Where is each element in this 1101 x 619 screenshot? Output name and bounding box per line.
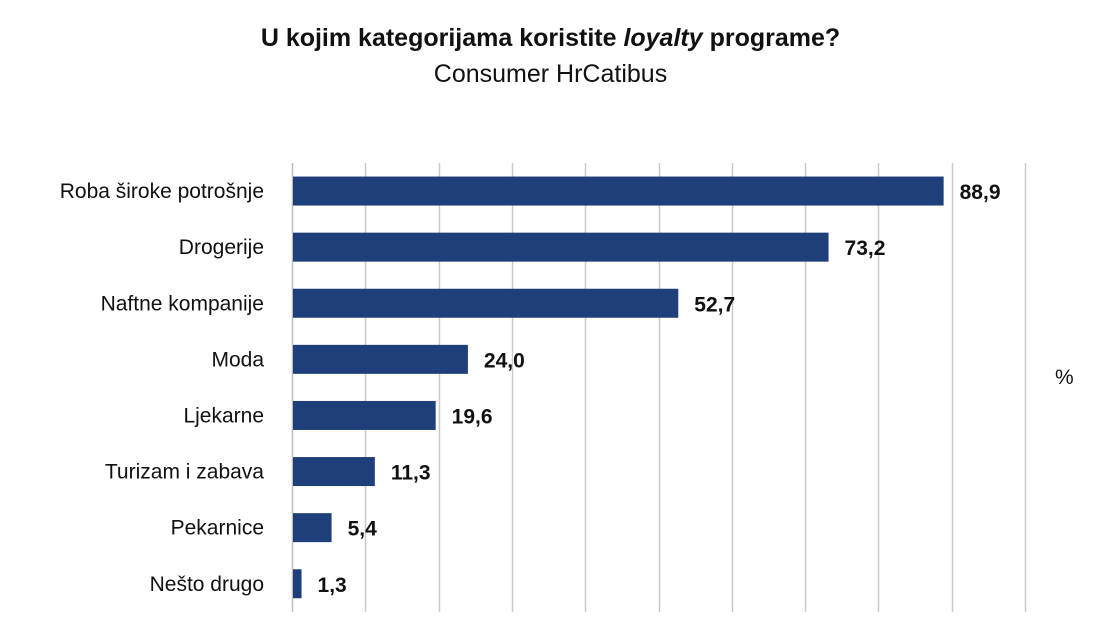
bar	[293, 400, 436, 430]
data-label: 24,0	[484, 349, 525, 372]
bar-layer	[293, 176, 944, 599]
chart-title-text: U kojim kategorijama koristite	[260, 24, 624, 52]
bar	[293, 176, 944, 206]
category-label: Drogerije	[179, 236, 264, 259]
bar	[293, 457, 375, 487]
data-label: 19,6	[452, 405, 493, 428]
category-label: Nešto drugo	[150, 573, 264, 596]
chart-title-italic: loyalty	[623, 24, 703, 52]
data-label: 73,2	[845, 237, 886, 260]
data-label: 1,3	[318, 574, 347, 597]
unit-label: %	[1055, 366, 1074, 389]
bar	[293, 344, 468, 374]
category-label: Turizam i zabava	[105, 461, 264, 484]
category-label: Roba široke potrošnje	[60, 180, 264, 203]
bar	[293, 513, 332, 543]
chart-title: U kojim kategorijama koristite loyalty p…	[0, 22, 1101, 54]
grid-layer	[291, 163, 1027, 612]
category-label: Ljekarne	[183, 404, 264, 427]
bar	[293, 232, 829, 262]
data-label: 88,9	[960, 181, 1001, 204]
category-label: Naftne kompanije	[101, 292, 264, 315]
label-layer: Roba široke potrošnje 88,9 Drogerije 73,2 Na…	[60, 180, 1001, 597]
bar	[293, 569, 302, 599]
chart-title-suffix: programe?	[702, 24, 841, 52]
data-label: 11,3	[391, 462, 431, 485]
bar	[293, 288, 679, 318]
data-label: 5,4	[348, 518, 378, 541]
category-label: Moda	[211, 348, 264, 371]
data-label: 52,7	[694, 293, 735, 316]
chart-subtitle: Consumer HrCatibus	[433, 60, 668, 88]
category-label: Pekarnice	[171, 517, 264, 540]
